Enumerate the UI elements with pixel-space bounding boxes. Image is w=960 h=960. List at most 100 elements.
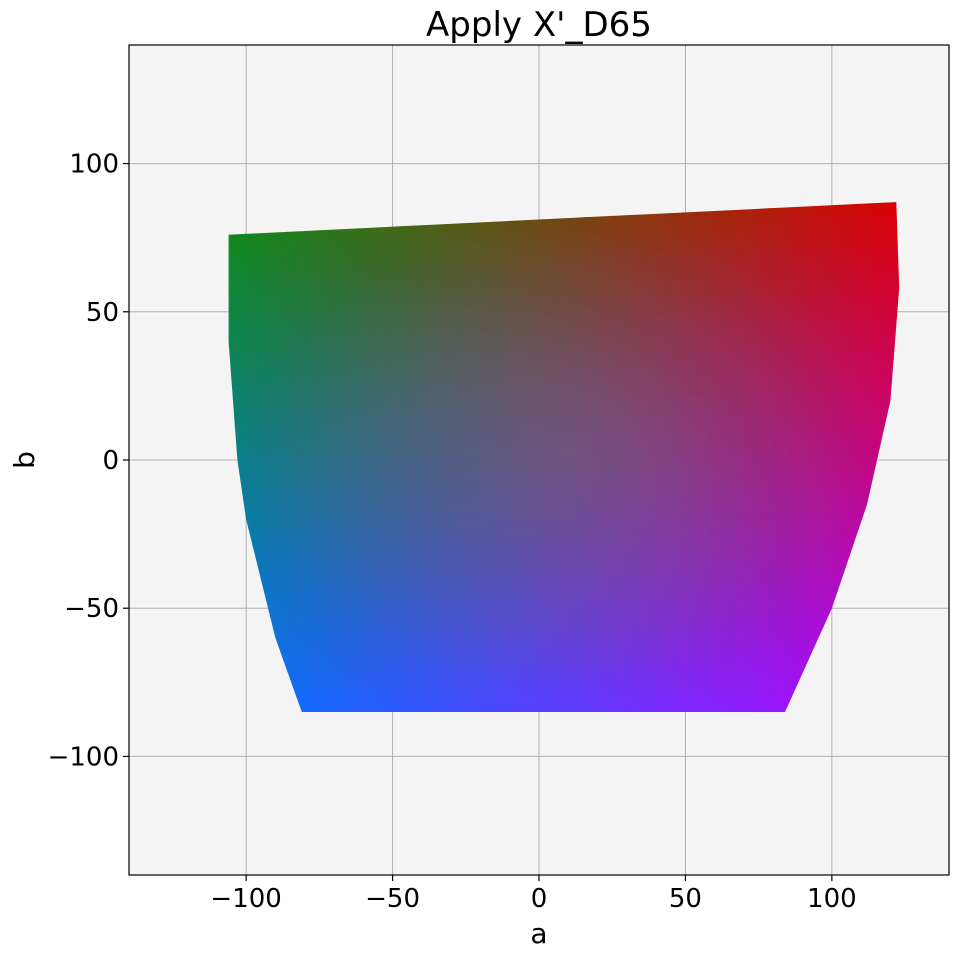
gamut-point — [577, 581, 587, 591]
gamut-point — [656, 439, 666, 449]
gamut-point — [726, 634, 736, 645]
gamut-point — [339, 679, 350, 689]
gamut-point — [612, 697, 622, 707]
gamut-point — [840, 448, 850, 458]
gamut-point — [664, 439, 675, 449]
gamut-point — [787, 599, 798, 609]
gamut-point — [410, 234, 420, 245]
gamut-point — [533, 546, 543, 556]
gamut-point — [893, 208, 900, 218]
gamut-point — [673, 305, 684, 316]
gamut-point — [621, 617, 631, 627]
gamut-point — [612, 528, 622, 538]
gamut-point — [568, 261, 578, 271]
gamut-point — [278, 243, 288, 254]
gamut-point — [787, 288, 798, 298]
gamut-point — [805, 305, 815, 316]
gamut-point — [410, 448, 420, 458]
gamut-point — [304, 679, 315, 689]
gamut-point — [875, 332, 886, 342]
gamut-point — [770, 359, 780, 369]
gamut-point — [313, 492, 323, 503]
gamut-point — [621, 243, 631, 254]
gamut-point — [331, 297, 341, 307]
gamut-point — [427, 492, 438, 503]
gamut-point — [541, 679, 552, 689]
gamut-point — [418, 270, 429, 280]
gamut-point — [322, 359, 332, 369]
gamut-point — [489, 225, 499, 236]
gamut-point — [541, 332, 552, 342]
gamut-point — [418, 377, 429, 387]
gamut-point — [796, 670, 807, 680]
gamut-point — [823, 572, 833, 583]
gamut-point — [533, 617, 543, 627]
gamut-point — [287, 412, 297, 423]
gamut-point — [787, 590, 798, 600]
gamut-point — [295, 385, 306, 396]
gamut-point — [708, 643, 719, 654]
gamut-point — [471, 661, 481, 672]
gamut-point — [656, 448, 666, 458]
gamut-point — [515, 412, 525, 423]
gamut-point — [418, 234, 429, 245]
gamut-point — [770, 243, 780, 254]
gamut-point — [410, 457, 420, 467]
gamut-point — [796, 439, 807, 449]
gamut-point — [524, 608, 534, 618]
gamut-point — [735, 297, 745, 307]
gamut-point — [524, 697, 534, 707]
gamut-point — [401, 457, 411, 467]
y-tick-label: 100 — [69, 150, 119, 180]
gamut-point — [603, 225, 613, 236]
gamut-point — [541, 510, 552, 520]
gamut-point — [682, 572, 692, 583]
gamut-point — [480, 510, 490, 520]
gamut-point — [673, 679, 684, 689]
gamut-point — [805, 279, 815, 289]
gamut-point — [550, 252, 561, 262]
gamut-point — [770, 626, 780, 636]
gamut-point — [313, 252, 323, 262]
gamut-point — [761, 421, 771, 431]
gamut-point — [304, 448, 315, 458]
gamut-point — [691, 279, 701, 289]
gamut-point — [726, 608, 736, 618]
gamut-point — [260, 501, 271, 511]
gamut-point — [375, 270, 385, 280]
gamut-point — [375, 394, 385, 405]
gamut-point — [454, 368, 464, 378]
gamut-point — [427, 519, 438, 529]
gamut-point — [489, 403, 499, 414]
gamut-point — [339, 554, 350, 565]
gamut-point — [489, 457, 499, 467]
gamut-point — [295, 572, 306, 583]
gamut-point — [559, 590, 569, 600]
gamut-point — [568, 563, 578, 574]
gamut-point — [462, 323, 473, 334]
gamut-point — [506, 528, 517, 538]
gamut-point — [383, 421, 394, 431]
gamut-point — [638, 350, 648, 360]
gamut-point — [568, 314, 578, 325]
gamut-point — [471, 448, 481, 458]
gamut-point — [673, 626, 684, 636]
gamut-point — [401, 501, 411, 511]
gamut-point — [541, 270, 552, 280]
gamut-point — [814, 234, 824, 245]
gamut-point — [418, 430, 429, 440]
gamut-point — [787, 501, 798, 511]
gamut-point — [664, 634, 675, 645]
gamut-point — [541, 430, 552, 440]
gamut-point — [717, 332, 727, 342]
gamut-point — [577, 377, 587, 387]
gamut-point — [480, 288, 490, 298]
gamut-point — [295, 368, 306, 378]
gamut-point — [506, 581, 517, 591]
gamut-point — [673, 510, 684, 520]
gamut-point — [322, 252, 332, 262]
gamut-point — [673, 457, 684, 467]
gamut-point — [700, 421, 710, 431]
gamut-point — [313, 554, 323, 565]
gamut-point — [849, 341, 859, 351]
